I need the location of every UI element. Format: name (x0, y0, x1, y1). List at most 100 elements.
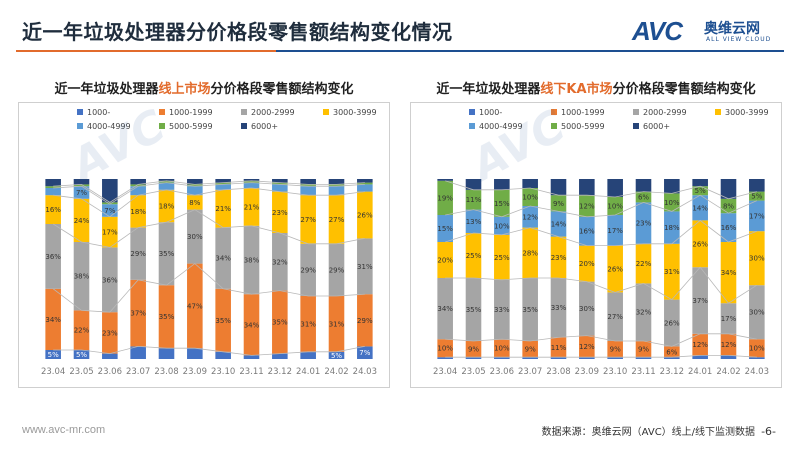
bar-segment (494, 339, 510, 358)
bar-segment (635, 202, 652, 244)
x-tick-label: 23.10 (211, 367, 235, 377)
bar-segment (720, 333, 737, 356)
bar-segment (635, 283, 652, 341)
bar-segment (300, 351, 316, 359)
x-tick-label: 24.03 (745, 367, 769, 377)
offline-chart-title: 近一年垃圾处理器线下KA市场分价格段零售额结构变化 (410, 78, 782, 97)
data-label: 19% (437, 194, 453, 202)
bar-segment (465, 189, 482, 210)
data-label: 10% (607, 203, 623, 211)
bar-segment (243, 179, 260, 181)
bar-segment (328, 179, 345, 185)
bar-segment (102, 216, 118, 248)
bar-segment (357, 294, 373, 347)
data-label: 25% (466, 252, 482, 260)
bar-segment (272, 191, 288, 233)
x-tick-label: 24.02 (716, 367, 740, 377)
data-label: 9% (468, 346, 479, 354)
bar-segment (579, 357, 595, 359)
source-note: 数据来源：奥维云网（AVC）线上/线下监测数据 (541, 427, 756, 438)
bar-segment (522, 341, 538, 358)
bar-segment (720, 355, 737, 359)
legend-label: 5000-5999 (561, 122, 605, 131)
x-tick-label: 23.06 (98, 367, 122, 377)
data-label: 34% (244, 321, 260, 329)
x-tick-label: 24.02 (324, 367, 348, 377)
bar-segment (102, 312, 118, 354)
data-label: 11% (466, 196, 482, 204)
bar-segment (73, 198, 90, 242)
legend-label: 1000-1999 (169, 108, 213, 117)
data-label: 47% (187, 302, 203, 310)
data-label: 5% (48, 351, 59, 359)
bar-segment (357, 184, 373, 192)
bar-segment (607, 179, 623, 197)
bar-segment (328, 243, 345, 296)
data-label: 10% (749, 345, 765, 353)
bar-segment (550, 236, 567, 278)
x-tick-label: 23.12 (660, 367, 684, 377)
bar-segment (187, 209, 203, 264)
bar-segment (328, 195, 345, 244)
bar-segment (664, 179, 680, 194)
data-label: 32% (272, 258, 288, 266)
data-label: 29% (329, 266, 345, 274)
data-label: 5% (751, 193, 762, 201)
data-label: 35% (159, 313, 175, 321)
online-stacked-bar-chart: 1000- 1000-1999 2000-2999 3000-3999 4000-499… (41, 108, 377, 377)
bar-segment (328, 351, 345, 359)
data-label: 38% (244, 257, 260, 265)
data-label: 21% (215, 205, 231, 213)
online-plot-frame: 1000- 1000-1999 2000-2999 3000-3999 4000-499… (18, 102, 390, 388)
data-label: 32% (636, 309, 652, 317)
online-title-prefix: 近一年垃圾处理器 (54, 82, 159, 97)
bar-segment (243, 294, 260, 356)
bar-segment (187, 263, 203, 349)
data-label: 7% (104, 207, 115, 215)
data-label: 33% (494, 306, 510, 314)
bar-segment (664, 346, 680, 358)
logo-english-name: ALL VIEW CLOUD (706, 36, 772, 43)
bar-segment (215, 182, 231, 185)
bar-segment (550, 278, 567, 338)
bar-segment (607, 357, 623, 359)
bar-segment (300, 186, 316, 196)
series-connector-line (445, 355, 757, 358)
bar-segment (437, 339, 453, 358)
bar-segment (102, 353, 118, 359)
data-label: 29% (357, 317, 373, 325)
bar-segment (550, 211, 567, 237)
data-label: 27% (300, 216, 316, 224)
bar-segment (465, 341, 482, 358)
bar-segment (130, 184, 146, 187)
x-tick-label: 23.05 (461, 367, 485, 377)
bar-segment (494, 234, 510, 280)
bar-segment (720, 198, 737, 214)
data-label: 23% (636, 220, 652, 228)
bar-segment (328, 296, 345, 352)
bar-segment (215, 184, 231, 190)
bar-segment (73, 242, 90, 311)
legend-label: 1000-1999 (561, 108, 605, 117)
series-connector-line (53, 187, 365, 218)
bar-segment (494, 179, 510, 190)
legend-swatch-3000-3999 (715, 109, 721, 115)
data-label: 33% (551, 304, 567, 312)
bar-segment (692, 179, 708, 187)
bar-segment (158, 285, 175, 349)
data-label: 10% (522, 194, 538, 202)
bar-segment (158, 182, 175, 190)
data-label: 15% (437, 225, 453, 233)
bar-segment (579, 216, 595, 246)
data-label: 16% (721, 224, 737, 232)
bar-segment (215, 179, 231, 183)
data-label: 22% (636, 260, 652, 268)
series-connector-line (445, 194, 757, 218)
bar-segment (692, 355, 708, 359)
bar-segment (635, 179, 652, 192)
data-label: 35% (272, 319, 288, 327)
data-label: 18% (159, 203, 175, 211)
bar-segment (522, 278, 538, 341)
data-label: 17% (607, 227, 623, 235)
bar-segment (749, 231, 765, 286)
